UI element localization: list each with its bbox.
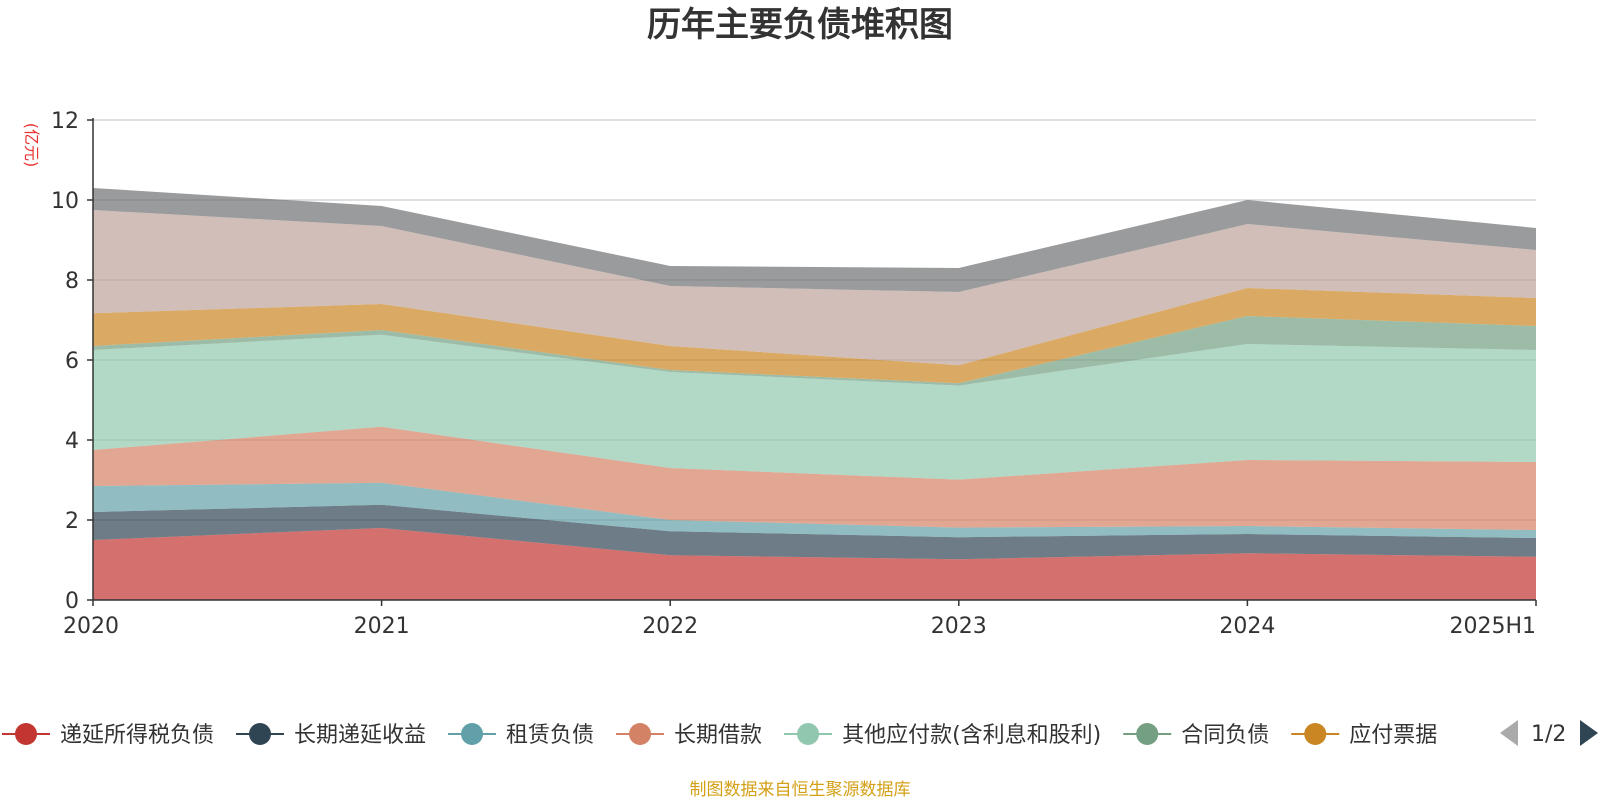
area-合同负债 <box>93 316 1536 386</box>
legend-next-page-icon[interactable] <box>1580 720 1598 746</box>
legend-label: 长期递延收益 <box>294 723 426 748</box>
legend: 递延所得税负债 长期递延收益 租赁负债 长期借款 其他应付款(含利息和股利) 合同负债 应付… <box>2 723 1437 748</box>
y-tick-label: 4 <box>65 429 79 454</box>
legend-item[interactable]: 应付票据 <box>1291 723 1437 748</box>
y-tick-label: 8 <box>65 269 79 294</box>
legend-circle-marker <box>1136 723 1159 745</box>
legend-pager: 1/2 <box>1500 720 1598 747</box>
legend-label: 递延所得税负债 <box>60 723 214 748</box>
area-应付账款 <box>93 210 1536 366</box>
area-短期借款 <box>93 188 1536 292</box>
legend-item[interactable]: 合同负债 <box>1123 723 1269 748</box>
y-tick-label: 12 <box>51 109 79 134</box>
legend-circle-marker <box>629 723 652 745</box>
area-长期借款 <box>93 426 1536 530</box>
legend-item[interactable]: 租赁负债 <box>448 723 594 748</box>
area-递延所得税负债 <box>93 528 1536 600</box>
x-tick-label: 2025H1 <box>1449 614 1536 639</box>
legend-item[interactable]: 其他应付款(含利息和股利) <box>784 723 1101 748</box>
area-长期递延收益 <box>93 504 1536 560</box>
legend-item[interactable]: 长期递延收益 <box>236 723 426 748</box>
y-tick-label: 6 <box>65 349 79 374</box>
data-source-note: 制图数据来自恒生聚源数据库 <box>690 780 911 800</box>
y-tick-label: 0 <box>65 589 79 614</box>
legend-label: 长期借款 <box>674 723 762 748</box>
legend-circle-marker <box>797 723 820 745</box>
area-应付票据 <box>93 288 1536 384</box>
legend-label: 应付票据 <box>1349 723 1437 748</box>
x-tick-label: 2022 <box>642 614 698 639</box>
legend-circle-marker <box>15 723 37 745</box>
legend-prev-page-icon[interactable] <box>1500 720 1518 746</box>
legend-circle-marker <box>1304 723 1327 745</box>
area-租赁负债 <box>93 482 1536 538</box>
axes: 0 2 4 6 8 10 12 2020 2021 2022 2023 2024 2025H1 <box>51 109 1537 639</box>
y-axis-unit: (亿元) <box>22 123 41 168</box>
x-tick-label: 2023 <box>931 614 987 639</box>
x-tick-label: 2021 <box>354 614 410 639</box>
legend-label: 租赁负债 <box>506 723 594 748</box>
x-tick-label: 2020 <box>63 614 119 639</box>
legend-page-indicator: 1/2 <box>1531 722 1566 747</box>
legend-circle-marker <box>461 723 484 745</box>
legend-circle-marker <box>249 723 272 745</box>
legend-item[interactable]: 长期借款 <box>616 723 762 748</box>
y-tick-label: 2 <box>65 509 79 534</box>
legend-item[interactable]: 递延所得税负债 <box>2 723 214 748</box>
legend-label: 其他应付款(含利息和股利) <box>842 723 1101 748</box>
x-tick-label: 2024 <box>1219 614 1275 639</box>
chart-title: 历年主要负债堆积图 <box>647 5 953 45</box>
area-其他应付款(含利息和股利) <box>93 334 1536 480</box>
area-series <box>93 188 1536 600</box>
y-tick-label: 10 <box>51 189 79 214</box>
legend-label: 合同负债 <box>1181 723 1269 748</box>
